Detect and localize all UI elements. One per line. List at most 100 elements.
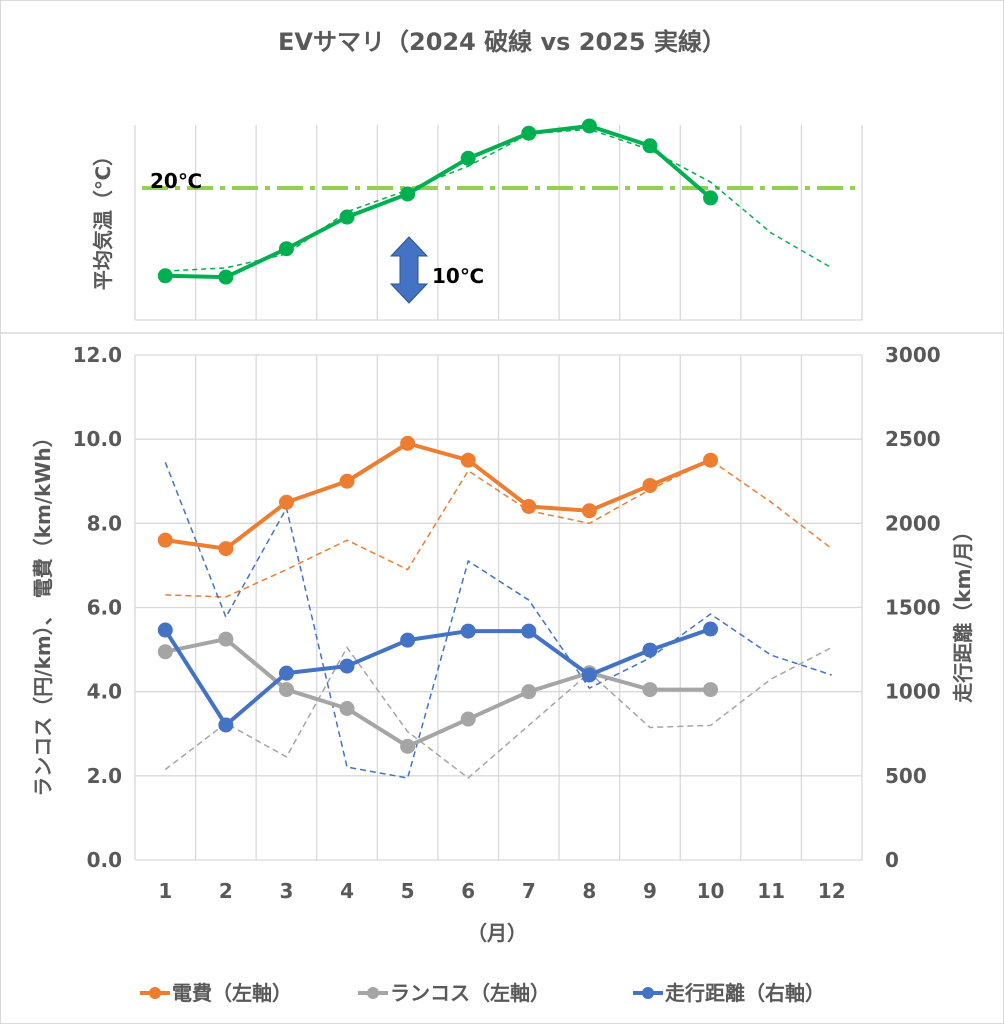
efficiency-point-2025[interactable] bbox=[460, 452, 476, 468]
temperature-point-2025[interactable] bbox=[400, 186, 416, 202]
efficiency-point-2025[interactable] bbox=[218, 541, 234, 557]
runcost-point-2025[interactable] bbox=[157, 644, 173, 660]
runcost-point-2025[interactable] bbox=[218, 631, 234, 647]
x-tick-label: 5 bbox=[401, 879, 415, 903]
efficiency-point-2025[interactable] bbox=[157, 532, 173, 548]
distance-line-2024 bbox=[164, 461, 832, 779]
temperature-point-2025[interactable] bbox=[460, 150, 476, 166]
x-axis-label: （月） bbox=[467, 921, 527, 945]
distance-point-2025[interactable] bbox=[278, 665, 294, 681]
runcost-point-2025[interactable] bbox=[339, 701, 355, 716]
efficiency-point-2025[interactable] bbox=[339, 473, 355, 489]
x-tick-label: 1 bbox=[158, 879, 172, 903]
distance-point-2025[interactable] bbox=[460, 623, 476, 639]
runcost-point-2025[interactable] bbox=[642, 682, 658, 698]
efficiency-point-2025[interactable] bbox=[278, 494, 294, 510]
distance-point-2025[interactable] bbox=[339, 658, 355, 674]
distance-point-2025[interactable] bbox=[581, 667, 597, 683]
x-tick-label: 2 bbox=[219, 879, 233, 903]
runcost-point-2025[interactable] bbox=[703, 682, 719, 698]
x-tick-label: 3 bbox=[279, 879, 293, 903]
x-tick-label: 9 bbox=[643, 879, 657, 903]
temperature-point-2025[interactable] bbox=[703, 190, 719, 206]
reference-line-label: 20℃ bbox=[150, 169, 202, 193]
distance-point-2025[interactable] bbox=[157, 622, 173, 638]
temperature-line-2025 bbox=[165, 123, 712, 280]
runcost-line-2025 bbox=[164, 637, 711, 749]
distance-point-2025[interactable] bbox=[703, 621, 719, 637]
left-tick-label: 2.0 bbox=[87, 764, 122, 788]
temperature-point-2025[interactable] bbox=[157, 268, 173, 284]
temperature-point-2025[interactable] bbox=[521, 125, 537, 141]
right-axis-label: 走行距離（km/月） bbox=[951, 521, 975, 702]
legend-label: 電費（左軸） bbox=[172, 981, 292, 1005]
right-tick-label: 3000 bbox=[885, 343, 941, 367]
left-tick-label: 6.0 bbox=[87, 596, 122, 620]
efficiency-point-2025[interactable] bbox=[521, 499, 537, 514]
distance-line-2025 bbox=[163, 627, 712, 727]
temperature-point-2025[interactable] bbox=[278, 241, 294, 257]
right-tick-label: 0 bbox=[885, 848, 899, 872]
efficiency-point-2025[interactable] bbox=[642, 477, 658, 493]
left-tick-label: 10.0 bbox=[73, 427, 122, 451]
temperature-line-2024 bbox=[165, 128, 833, 272]
left-tick-label: 4.0 bbox=[87, 680, 122, 704]
legend-label: 走行距離（右軸） bbox=[665, 981, 825, 1005]
runcost-point-2025[interactable] bbox=[400, 738, 416, 754]
distance-point-2025[interactable] bbox=[521, 623, 537, 639]
distance-point-2025[interactable] bbox=[642, 642, 658, 658]
ev-gridlines bbox=[134, 354, 863, 861]
legend: 電費（左軸） ランコス（左軸） 走行距離（右軸） bbox=[140, 981, 825, 1005]
legend-marker bbox=[149, 987, 161, 999]
runcost-point-2025[interactable] bbox=[460, 711, 476, 727]
right-axis-ticks: 0 500 1000 1500 2000 2500 3000 bbox=[885, 343, 941, 872]
efficiency-line-2024 bbox=[165, 459, 833, 598]
temperature-point-2025[interactable] bbox=[339, 209, 355, 225]
double-arrow-icon bbox=[389, 236, 429, 304]
left-tick-label: 8.0 bbox=[87, 511, 122, 535]
temperature-chart: 平均気温（℃） 20℃ 10℃ bbox=[91, 118, 863, 321]
left-axis-label: ランコス（円/km）、 電費（km/kWh） bbox=[31, 427, 55, 796]
temperature-series bbox=[157, 118, 833, 285]
temperature-gridlines bbox=[134, 125, 863, 321]
right-tick-label: 1000 bbox=[885, 680, 941, 704]
efficiency-point-2025[interactable] bbox=[703, 452, 719, 468]
x-tick-label: 4 bbox=[340, 879, 354, 903]
right-tick-label: 2000 bbox=[885, 511, 941, 535]
efficiency-point-2025[interactable] bbox=[581, 503, 597, 519]
right-tick-label: 2500 bbox=[885, 427, 941, 451]
x-tick-label: 11 bbox=[757, 879, 785, 903]
ev-series bbox=[157, 435, 833, 779]
right-tick-label: 1500 bbox=[885, 596, 941, 620]
left-tick-label: 0.0 bbox=[87, 848, 122, 872]
distance-point-2025[interactable] bbox=[218, 717, 234, 733]
distance-point-2025[interactable] bbox=[400, 632, 416, 648]
scale-annotation-label: 10℃ bbox=[432, 264, 484, 288]
temperature-point-2025[interactable] bbox=[642, 138, 658, 154]
legend-label: ランコス（左軸） bbox=[390, 981, 550, 1005]
temperature-point-2025[interactable] bbox=[581, 118, 597, 134]
legend-item-runcost[interactable]: ランコス（左軸） bbox=[358, 981, 550, 1005]
x-tick-label: 10 bbox=[697, 879, 725, 903]
x-axis-ticks: 1 2 3 4 5 6 7 8 9 10 11 12 bbox=[158, 879, 845, 903]
temperature-axis-label: 平均気温（℃） bbox=[91, 146, 115, 290]
legend-marker bbox=[642, 987, 654, 999]
left-tick-label: 12.0 bbox=[73, 343, 122, 367]
legend-item-efficiency[interactable]: 電費（左軸） bbox=[140, 981, 292, 1005]
legend-item-distance[interactable]: 走行距離（右軸） bbox=[633, 981, 825, 1005]
runcost-point-2025[interactable] bbox=[278, 682, 294, 698]
runcost-point-2025[interactable] bbox=[521, 684, 537, 700]
x-tick-label: 6 bbox=[461, 879, 475, 903]
x-tick-label: 8 bbox=[582, 879, 596, 903]
left-axis-ticks: 0.0 2.0 4.0 6.0 8.0 10.0 12.0 bbox=[73, 343, 122, 872]
right-tick-label: 500 bbox=[885, 764, 927, 788]
ev-metrics-chart: 0.0 2.0 4.0 6.0 8.0 10.0 12.0 0 500 1000 1500 2000… bbox=[31, 343, 975, 945]
efficiency-line-2025 bbox=[165, 441, 712, 551]
temperature-point-2025[interactable] bbox=[218, 269, 234, 285]
x-tick-label: 7 bbox=[522, 879, 536, 903]
efficiency-point-2025[interactable] bbox=[400, 435, 416, 451]
chart-title: EVサマリ（2024 破線 vs 2025 実線） bbox=[278, 28, 726, 56]
legend-marker bbox=[367, 987, 379, 999]
